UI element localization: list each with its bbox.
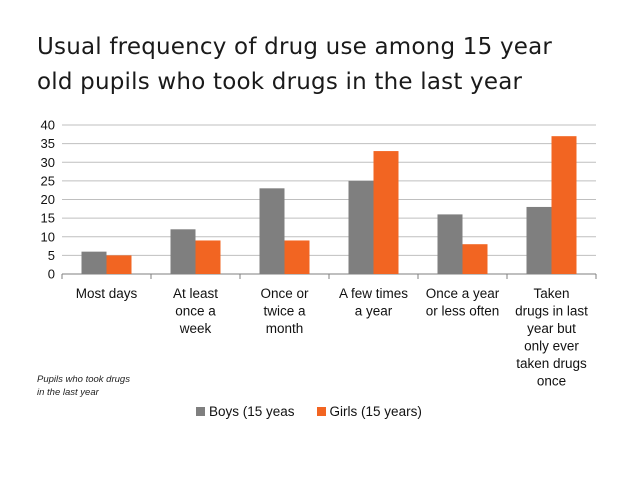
bar-girls-0 — [106, 255, 132, 274]
bar-girls-5 — [551, 136, 577, 274]
x-tick-label-4: Once a year or less often — [426, 286, 500, 319]
y-tick-label-5: 5 — [48, 248, 55, 263]
bar-girls-3 — [373, 151, 399, 274]
legend-item-girls: Girls (15 years) — [316, 404, 422, 419]
y-tick-label-40: 40 — [41, 118, 55, 133]
y-tick-label-0: 0 — [48, 267, 55, 282]
legend-label-boys: Boys (15 yeas — [209, 404, 295, 419]
y-tick-label-10: 10 — [41, 229, 55, 244]
y-tick-label-15: 15 — [41, 211, 55, 226]
y-tick-label-30: 30 — [41, 155, 55, 170]
bar-boys-5 — [526, 206, 552, 274]
bar-girls-1 — [195, 240, 221, 274]
legend-swatch-boys — [196, 407, 205, 416]
bar-boys-2 — [259, 188, 285, 274]
footnote: Pupils who took drugs in the last year — [37, 374, 130, 398]
legend-label-girls: Girls (15 years) — [329, 404, 422, 419]
chart-title: Usual frequency of drug use among 15 yea… — [37, 30, 617, 100]
bar-boys-3 — [348, 180, 374, 274]
x-tick-label-0: Most days — [76, 286, 138, 301]
chart-title-line-2: old pupils who took drugs in the last ye… — [37, 69, 523, 95]
legend-swatch-girls — [316, 407, 326, 416]
bar-boys-0 — [81, 251, 107, 274]
y-tick-label-20: 20 — [41, 192, 55, 207]
x-tick-label-1: At least once a week — [173, 286, 218, 336]
legend-item-boys: Boys (15 yeas — [196, 404, 295, 419]
legend: Boys (15 yeas Girls (15 years) — [196, 404, 444, 419]
y-tick-label-35: 35 — [41, 136, 55, 151]
chart-title-line-1: Usual frequency of drug use among 15 yea… — [37, 34, 553, 60]
x-tick-label-2: Once or twice a month — [260, 286, 309, 336]
bar-boys-1 — [170, 229, 196, 274]
y-tick-label-25: 25 — [41, 173, 55, 188]
bar-girls-4 — [462, 244, 488, 274]
x-tick-label-3: A few times a year — [339, 286, 408, 319]
bar-boys-4 — [437, 214, 463, 274]
x-tick-label-5: Taken drugs in last year but only ever taken… — [515, 286, 588, 389]
bar-girls-2 — [284, 240, 310, 274]
